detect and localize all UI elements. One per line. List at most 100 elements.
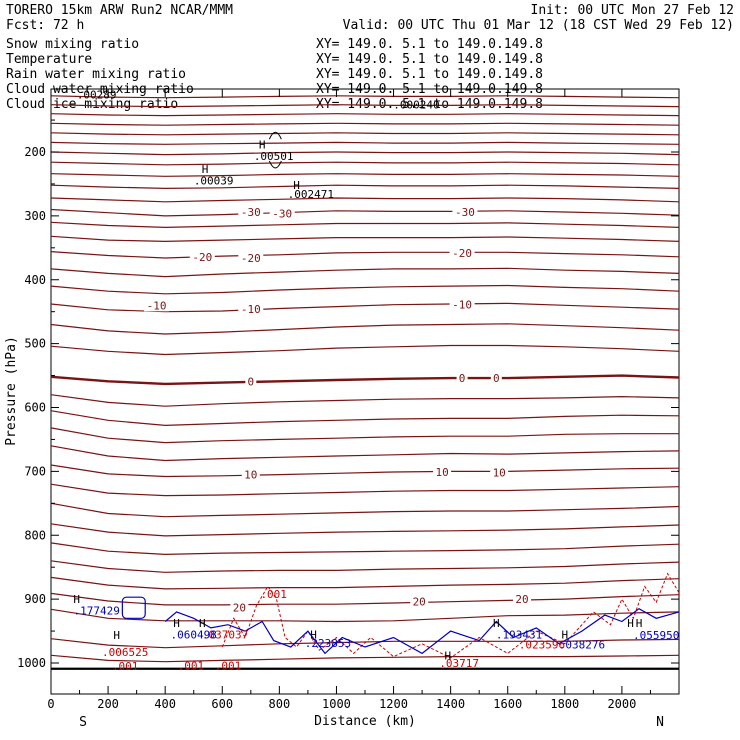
legend-label: Snow mixing ratio bbox=[6, 37, 139, 52]
x-tick-label: 1200 bbox=[379, 697, 408, 711]
cloud-water-label: .177429 bbox=[74, 605, 120, 618]
y-tick-label: 500 bbox=[24, 337, 46, 351]
maximum-marker: H bbox=[173, 617, 180, 630]
y-tick-label: 700 bbox=[24, 464, 46, 478]
isotherm-label: 10 bbox=[435, 466, 448, 479]
plot-area: -30 -30 -30 -20 -20 -20 -10 -10 -10 0 0 0 10 10 10 20 20… bbox=[50, 89, 680, 673]
isotherm-line bbox=[50, 267, 680, 278]
rain-label: .006525 bbox=[102, 646, 148, 659]
isotherm-line bbox=[50, 251, 680, 259]
rain-label: .001 bbox=[112, 660, 139, 673]
maximum-marker: H bbox=[310, 628, 317, 641]
x-tick-label: 2000 bbox=[607, 697, 636, 711]
isotherm-label-bg bbox=[238, 206, 264, 218]
rain-label: .001 bbox=[215, 660, 242, 673]
y-tick-label: 800 bbox=[24, 528, 46, 542]
isotherm-line bbox=[50, 302, 680, 313]
isotherm-label: 0 bbox=[459, 372, 466, 385]
maximum-marker: H bbox=[444, 649, 451, 662]
isotherm-line bbox=[50, 427, 679, 444]
isotherm-line bbox=[50, 542, 680, 556]
header-forecast-hour: Fcst: 72 h bbox=[6, 18, 84, 33]
isotherm-label-bg bbox=[238, 252, 264, 264]
isotherm-line bbox=[50, 394, 680, 407]
y-tick-label: 1000 bbox=[17, 656, 46, 670]
isotherm-label: 0 bbox=[247, 375, 254, 388]
y-axis-label: Pressure (hPa) bbox=[4, 336, 19, 446]
x-tick-label: 1400 bbox=[436, 697, 465, 711]
isotherm-label: -20 bbox=[241, 252, 261, 265]
cloud-water-label: .223853 bbox=[305, 637, 351, 650]
isotherm-label: 20 bbox=[515, 593, 528, 606]
isotherm-label-bg bbox=[269, 207, 295, 220]
maximum-marker: H bbox=[73, 593, 80, 606]
isotherm-line bbox=[50, 523, 680, 537]
x-tick-label: 1000 bbox=[322, 697, 351, 711]
isotherm-line bbox=[50, 113, 680, 117]
rain-label: .001 bbox=[178, 660, 205, 673]
x-tick-label: 1800 bbox=[550, 697, 579, 711]
isotherm-label-bg bbox=[410, 595, 429, 608]
isotherm-line bbox=[50, 560, 680, 573]
isotherm-label: 20 bbox=[413, 596, 426, 609]
x-tick-label: 400 bbox=[154, 697, 176, 711]
isotherm-label-bg bbox=[449, 298, 475, 311]
isotherm-line bbox=[50, 141, 680, 145]
isotherm-line bbox=[50, 464, 680, 478]
isotherm-line bbox=[50, 104, 680, 108]
cloud-water-label: .055950 bbox=[633, 629, 679, 642]
y-tick-label: 600 bbox=[24, 401, 46, 415]
legend-xy: XY= 149.0. 5.1 to 149.0.149.8 bbox=[316, 97, 543, 112]
isotherm-line bbox=[50, 221, 680, 229]
isotherm-line bbox=[50, 592, 680, 606]
isotherm-line bbox=[50, 483, 680, 497]
isotherm-line bbox=[50, 173, 680, 177]
isotherm-label: -10 bbox=[241, 303, 261, 316]
rain-label: .001 bbox=[260, 588, 287, 601]
isotherm-line bbox=[50, 151, 680, 156]
rain-label: .023596 bbox=[519, 639, 565, 652]
x-endpoint-north: N bbox=[656, 715, 664, 730]
maximum-marker: H bbox=[202, 163, 209, 176]
legend-xy: XY= 149.0. 5.1 to 149.0.149.8 bbox=[316, 67, 543, 82]
isotherm-label-bg bbox=[449, 246, 475, 259]
isotherm-line bbox=[50, 161, 680, 166]
isotherm-label-bg bbox=[513, 593, 531, 606]
isotherm-line bbox=[50, 445, 680, 462]
snow-label: .00289 bbox=[77, 89, 117, 102]
maximum-marker: H bbox=[259, 138, 266, 151]
isotherm-label: -10 bbox=[147, 299, 167, 312]
snow-label: .000240 bbox=[393, 99, 439, 112]
axes: 0 200 400 600 800 1000 1200 1400 1600 1800 2000200… bbox=[17, 89, 679, 711]
isotherm-label: -20 bbox=[192, 251, 212, 264]
isotherm-line bbox=[50, 284, 680, 295]
isotherm-line bbox=[50, 608, 680, 623]
y-tick-label: 300 bbox=[24, 209, 46, 223]
isotherm-line bbox=[50, 323, 680, 335]
cloud-water-contour bbox=[164, 607, 680, 655]
legend-xy: XY= 149.0. 5.1 to 149.0.149.8 bbox=[316, 37, 543, 52]
x-tick-label: 200 bbox=[97, 697, 119, 711]
isotherm-label-bg bbox=[230, 601, 249, 614]
isotherm-line bbox=[50, 184, 680, 190]
snow-label: .002471 bbox=[288, 188, 334, 201]
cloud-water-label: .193431 bbox=[496, 628, 542, 641]
y-tick-label: 900 bbox=[24, 592, 46, 606]
maximum-marker: H bbox=[627, 617, 634, 630]
isotherm-label-bg bbox=[238, 303, 264, 316]
isotherm-line bbox=[50, 654, 680, 663]
isotherm-label: -30 bbox=[455, 206, 475, 219]
legend-label: Temperature bbox=[6, 52, 92, 67]
isotherm-line bbox=[50, 122, 680, 126]
isotherm-label: 10 bbox=[493, 467, 506, 480]
isotherm-line bbox=[50, 374, 680, 386]
isotherm-label: 20 bbox=[233, 601, 246, 614]
y-tick-label: 200 bbox=[24, 145, 46, 159]
isotherm-line bbox=[50, 197, 680, 203]
isotherm-line bbox=[50, 132, 680, 136]
snow-label: .00039 bbox=[194, 175, 234, 188]
rain-label: .037037 bbox=[202, 628, 248, 641]
isotherm-label-bg bbox=[144, 299, 170, 312]
y-tick-label: 400 bbox=[24, 273, 46, 287]
isotherm-line bbox=[50, 235, 680, 243]
